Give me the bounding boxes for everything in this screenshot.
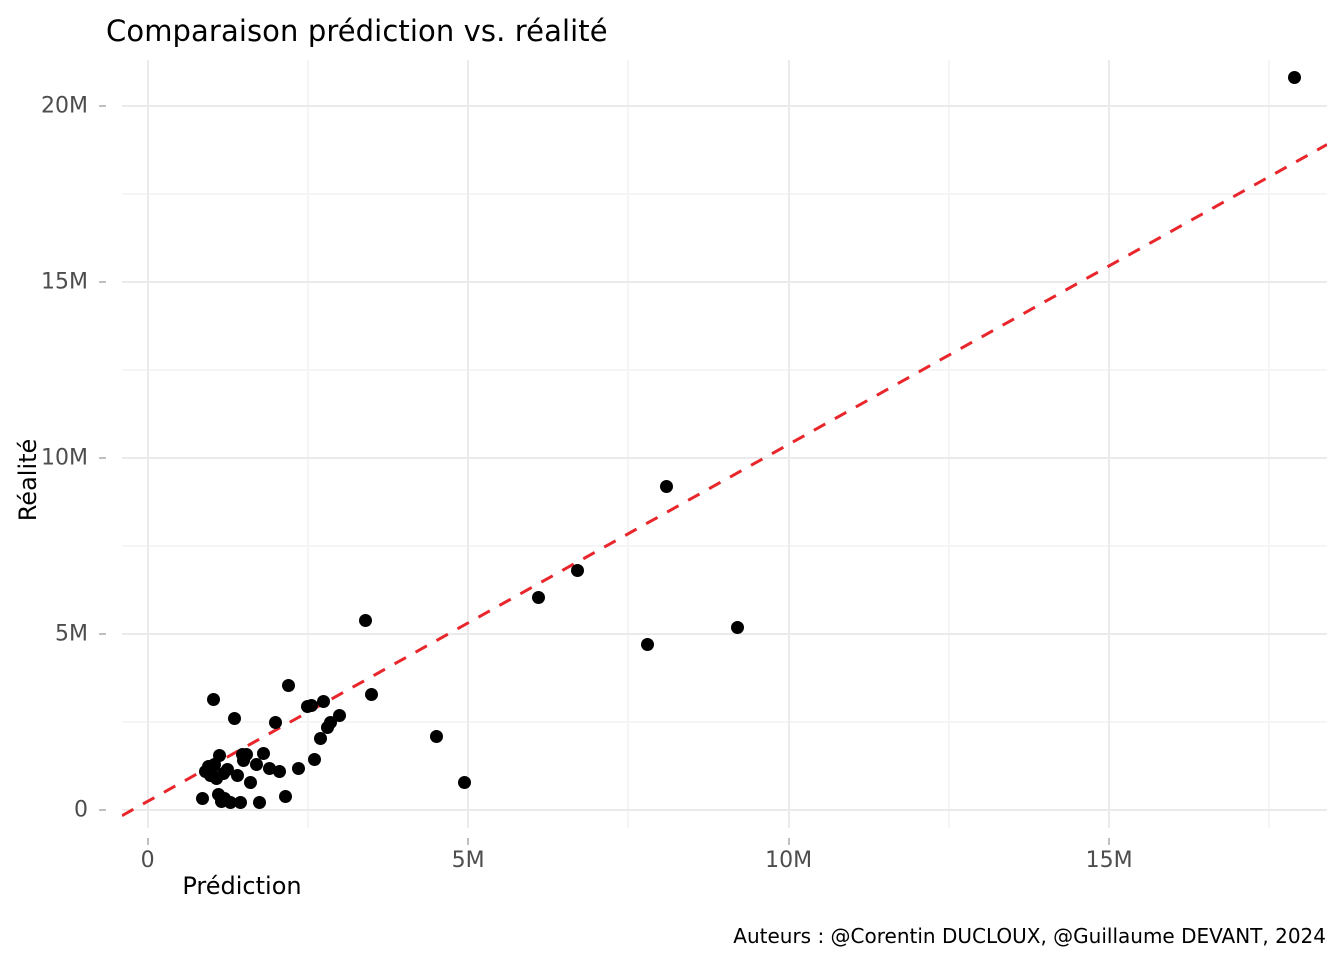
data-point — [256, 746, 270, 760]
y-tick-mark — [99, 809, 106, 812]
gridline-minor-vertical — [947, 60, 950, 828]
gridline-minor-vertical — [627, 60, 630, 828]
x-tick-mark — [1108, 838, 1111, 845]
data-point — [660, 479, 674, 493]
data-point — [1288, 71, 1302, 85]
data-point — [272, 765, 286, 779]
authors-caption: Auteurs : @Corentin DUCLOUX, @Guillaume … — [733, 924, 1326, 948]
gridline-minor-vertical — [1268, 60, 1271, 828]
data-point — [253, 795, 267, 809]
data-point — [243, 775, 257, 789]
y-tick-label: 0 — [74, 797, 88, 823]
data-point — [278, 789, 292, 803]
data-point — [207, 692, 221, 706]
data-point — [291, 761, 305, 775]
chart-title: Comparaison prédiction vs. réalité — [106, 14, 608, 48]
data-point — [359, 613, 373, 627]
data-point — [195, 791, 209, 805]
data-point — [234, 795, 248, 809]
data-point — [641, 638, 655, 652]
data-point — [532, 590, 546, 604]
gridline-major-horizontal — [122, 280, 1327, 283]
x-tick-label: 0 — [140, 848, 155, 873]
data-point — [730, 620, 744, 634]
x-tick-label: 5M — [451, 848, 485, 873]
x-axis-tick-labels: 0 5M 10M 15M — [122, 838, 1327, 873]
scatter-points-layer — [122, 60, 1327, 828]
x-axis-title-text: Prédiction — [182, 872, 302, 900]
gridline-major-vertical — [787, 60, 790, 828]
gridline-minor-horizontal — [122, 721, 1327, 724]
gridline-major-horizontal — [122, 809, 1327, 812]
gridline-major-horizontal — [122, 457, 1327, 460]
y-tick-label: 15M — [41, 269, 88, 295]
data-point — [458, 775, 472, 789]
data-point — [333, 708, 347, 722]
data-point — [230, 768, 244, 782]
gridline-major-vertical — [146, 60, 149, 828]
data-point — [250, 758, 264, 772]
data-point — [314, 731, 328, 745]
plot-panel — [121, 60, 1328, 828]
x-tick-mark — [146, 838, 149, 845]
data-point — [269, 715, 283, 729]
gridline-major-vertical — [1108, 60, 1111, 828]
x-axis-title: Prédiction — [122, 872, 1322, 900]
data-point — [317, 695, 331, 709]
gridline-major-horizontal — [122, 633, 1327, 636]
x-tick-mark — [787, 838, 790, 845]
y-tick-mark — [99, 280, 106, 283]
data-point — [304, 698, 318, 712]
data-point — [429, 729, 443, 743]
gridline-major-horizontal — [122, 104, 1327, 107]
data-point — [307, 752, 321, 766]
y-tick-mark — [99, 633, 106, 636]
x-tick-label: 10M — [765, 848, 813, 873]
data-point — [365, 687, 379, 701]
gridline-minor-horizontal — [122, 192, 1327, 195]
y-tick-mark — [99, 457, 106, 460]
gridline-minor-horizontal — [122, 545, 1327, 548]
y-tick-label: 20M — [41, 93, 88, 119]
data-point — [227, 712, 241, 726]
y-tick-label: 5M — [55, 621, 88, 647]
y-tick-mark — [99, 104, 106, 107]
data-point — [570, 564, 584, 578]
gridline-minor-horizontal — [122, 369, 1327, 372]
gridline-major-vertical — [467, 60, 470, 828]
x-tick-mark — [467, 838, 470, 845]
y-tick-label: 10M — [41, 445, 88, 471]
gridline-minor-vertical — [306, 60, 309, 828]
data-point — [240, 747, 254, 761]
data-point — [212, 749, 226, 763]
x-tick-label: 15M — [1085, 848, 1133, 873]
data-point — [282, 678, 296, 692]
y-axis-tick-labels: 0 5M 10M 15M 20M — [0, 60, 106, 828]
